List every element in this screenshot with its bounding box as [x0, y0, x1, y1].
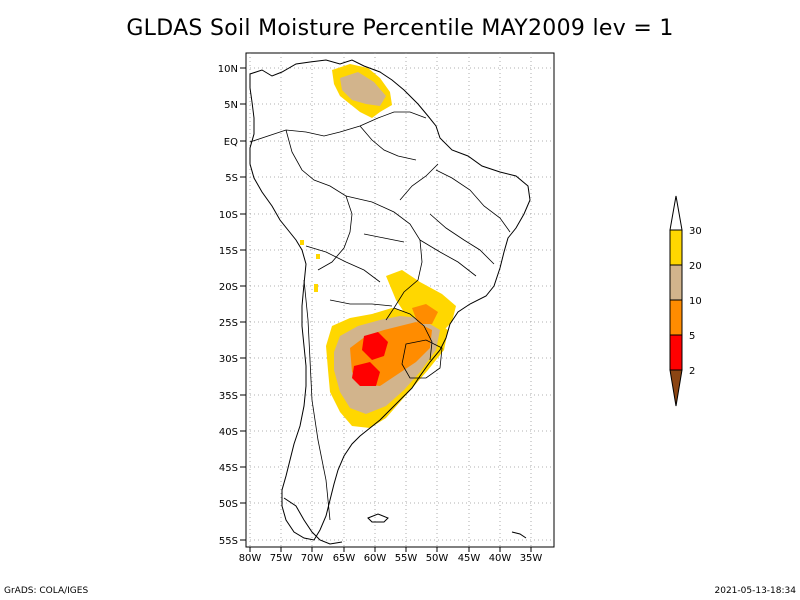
latitude-labels: 10N 5N EQ 5S 10S 15S 20S 25S 30S 35S 40S 45S 50S 55S [218, 64, 246, 547]
border-bolivia-south [305, 245, 381, 283]
lon-tick-label: 55W [395, 553, 418, 564]
map-title: GLDAS Soil Moisture Percentile MAY2009 l… [126, 16, 674, 41]
lat-tick-label: 45S [219, 463, 238, 474]
colorbar: 30 20 10 5 2 [669, 195, 702, 407]
lat-tick-label: 30S [219, 354, 238, 365]
border-brazil-state-4 [399, 163, 439, 201]
shade-north-tan [340, 72, 386, 106]
islands [283, 497, 527, 545]
shade-andes-patch [314, 284, 318, 292]
shade-red-1 [362, 332, 388, 360]
colorbar-segment-10-20 [669, 264, 683, 301]
colorbar-segment-5-10 [669, 299, 683, 336]
lat-tick-label: EQ [224, 137, 238, 148]
border-brazil-state-5 [363, 233, 405, 243]
lat-tick-label: 55S [219, 536, 238, 547]
colorbar-label-20: 20 [689, 261, 702, 272]
lon-tick-label: 40W [489, 553, 512, 564]
border-chile-argentina [303, 279, 331, 521]
lat-tick-label: 15S [219, 246, 238, 257]
lat-tick-label: 20S [219, 282, 238, 293]
border-brazil-state-1 [435, 169, 511, 233]
lat-tick-label: 40S [219, 427, 238, 438]
colorbar-segment-20-30 [669, 229, 683, 266]
lon-tick-label: 70W [301, 553, 324, 564]
map-gridlines [246, 53, 554, 547]
lat-tick-label: 35S [219, 391, 238, 402]
colorbar-segment-2-5 [669, 334, 683, 371]
shade-andes-patch [300, 240, 304, 245]
colorbar-top-arrow [669, 195, 683, 231]
shade-orange-3 [412, 304, 438, 324]
lat-tick-label: 50S [219, 499, 238, 510]
tierra-del-fuego-coast [283, 497, 343, 545]
coastline [249, 59, 531, 541]
colorbar-label-10: 10 [689, 296, 702, 307]
lon-tick-label: 65W [333, 553, 356, 564]
border-paraguay [329, 299, 393, 307]
lat-tick-label: 5N [224, 100, 238, 111]
lon-tick-label: 60W [364, 553, 387, 564]
border-brazil-state-2 [429, 213, 495, 265]
percentile-shading [300, 64, 456, 428]
country-borders [249, 111, 511, 521]
lon-tick-label: 45W [458, 553, 481, 564]
footer-right-timestamp: 2021-05-13-18:34 [714, 586, 797, 596]
south-georgia-island [511, 531, 527, 539]
lon-tick-label: 80W [239, 553, 262, 564]
border-brazil-state-3 [419, 239, 477, 277]
lon-tick-label: 50W [426, 553, 449, 564]
lon-tick-label: 75W [270, 553, 293, 564]
falkland-islands [367, 513, 389, 523]
border-brazil-south [393, 307, 433, 361]
colorbar-label-30: 30 [689, 226, 702, 237]
longitude-labels: 80W 75W 70W 65W 60W 55W 50W 45W 40W 35W [239, 547, 543, 564]
lat-tick-label: 10N [218, 64, 238, 75]
lat-tick-label: 10S [219, 210, 238, 221]
lon-tick-label: 35W [520, 553, 543, 564]
border-guianas [359, 125, 417, 161]
border-bolivia-brazil [345, 195, 423, 321]
colorbar-label-5: 5 [689, 331, 695, 342]
border-north [249, 111, 427, 143]
border-uruguay [401, 339, 443, 379]
shade-andes-patch [316, 254, 320, 259]
footer-left-credit: GrADS: COLA/IGES [4, 586, 89, 596]
shade-brazil-yellow [386, 270, 456, 334]
lat-tick-label: 25S [219, 318, 238, 329]
colorbar-label-2: 2 [689, 366, 695, 377]
shade-red-2 [352, 362, 380, 386]
colorbar-bottom-arrow [669, 369, 683, 407]
lat-tick-label: 5S [225, 173, 238, 184]
